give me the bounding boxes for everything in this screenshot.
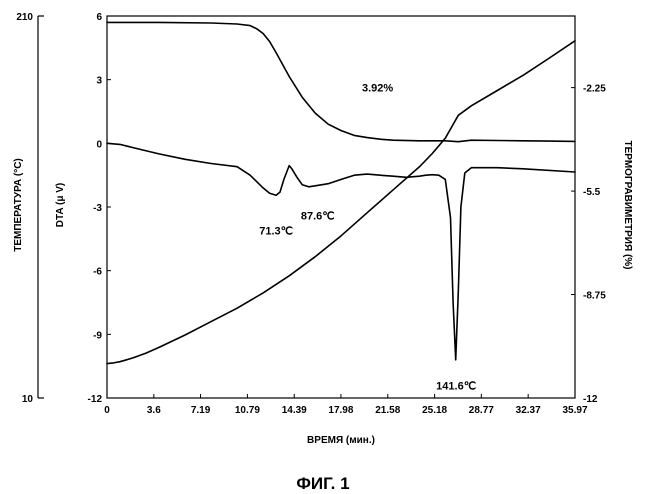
x-tick-label: 3.6 bbox=[147, 405, 161, 416]
tg-axis-title: ТЕРМОГРАВИМЕТРИЯ (%) bbox=[622, 141, 633, 270]
x-tick-label: 28.77 bbox=[469, 405, 494, 416]
tg-axis-ticks: -2.25 -5.5 -8.75 -12 bbox=[571, 84, 606, 405]
tg-tick-label: -2.25 bbox=[583, 84, 606, 95]
x-axis-ticks: 0 3.6 7.19 10.79 14.39 17.98 21.58 25.18 28.77 32… bbox=[104, 394, 588, 416]
plot-frame bbox=[107, 16, 575, 398]
annotation-label: 87.6℃ bbox=[301, 211, 335, 223]
dta-tick-label: -12 bbox=[88, 394, 103, 405]
x-tick-label: 32.37 bbox=[516, 405, 541, 416]
x-tick-label: 10.79 bbox=[235, 405, 260, 416]
temperature-axis-title: ТЕМПЕРАТУРА (°C) bbox=[13, 158, 24, 251]
x-tick-label: 25.18 bbox=[422, 405, 447, 416]
dta-axis-title: DTA (μ V) bbox=[55, 183, 66, 227]
temperature-tick-label: 10 bbox=[22, 394, 34, 405]
dta-tick-label: -9 bbox=[93, 330, 102, 341]
x-axis-title: ВРЕМЯ (мин.) bbox=[307, 435, 375, 446]
chart-curves bbox=[107, 22, 575, 363]
dta-tick-label: 6 bbox=[96, 12, 102, 23]
dta-tick-label: -3 bbox=[93, 203, 102, 214]
chart-annotations: 3.92% 71.3℃ 87.6℃ 141.6℃ bbox=[259, 82, 476, 392]
annotation-label: 3.92% bbox=[362, 82, 393, 94]
annotation-label: 141.6℃ bbox=[436, 381, 476, 393]
tg-curve bbox=[107, 22, 575, 141]
figure-caption: ФИГ. 1 bbox=[296, 474, 349, 493]
tg-tick-label: -12 bbox=[583, 394, 598, 405]
x-tick-label: 14.39 bbox=[282, 405, 307, 416]
x-tick-label: 17.98 bbox=[328, 405, 353, 416]
dta-tick-label: -6 bbox=[93, 267, 102, 278]
x-tick-label: 7.19 bbox=[191, 405, 211, 416]
dta-tick-label: 3 bbox=[96, 76, 102, 87]
x-tick-label: 21.58 bbox=[375, 405, 400, 416]
temperature-curve bbox=[107, 41, 575, 364]
x-tick-label: 0 bbox=[104, 405, 110, 416]
temperature-tick-label: 210 bbox=[16, 12, 33, 23]
annotation-label: 71.3℃ bbox=[259, 226, 293, 238]
tg-tick-label: -8.75 bbox=[583, 291, 606, 302]
tg-tick-label: -5.5 bbox=[583, 187, 601, 198]
dta-tick-label: 0 bbox=[96, 139, 102, 150]
x-tick-label: 35.97 bbox=[562, 405, 587, 416]
dta-curve bbox=[107, 143, 575, 359]
